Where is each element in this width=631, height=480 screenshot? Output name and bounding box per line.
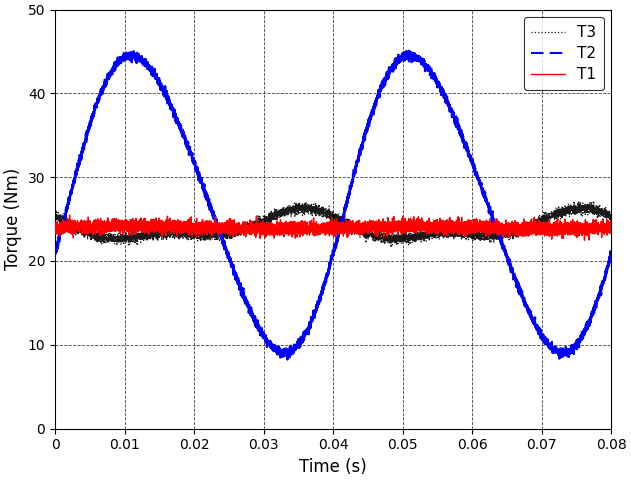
- T1: [80, 224, 87, 230]
- T2: [284, 357, 292, 362]
- X-axis label: Time (s): Time (s): [299, 458, 367, 476]
- T1: [51, 223, 59, 229]
- Legend: T3, T2, T1: T3, T2, T1: [524, 17, 604, 90]
- T3: [380, 236, 388, 241]
- Line: T2: T2: [55, 50, 611, 360]
- T1: [608, 218, 615, 224]
- T2: [51, 247, 59, 252]
- T2: [608, 249, 615, 255]
- Line: T3: T3: [55, 202, 611, 248]
- T1: [66, 212, 73, 218]
- T3: [493, 234, 501, 240]
- T1: [405, 227, 413, 233]
- T1: [253, 220, 261, 226]
- T2: [464, 149, 471, 155]
- T1: [581, 238, 588, 243]
- T2: [380, 75, 388, 81]
- T3: [464, 236, 471, 241]
- T2: [493, 228, 501, 234]
- T1: [464, 227, 471, 232]
- T3: [608, 220, 615, 226]
- T3: [51, 213, 59, 219]
- Line: T1: T1: [55, 215, 611, 240]
- T1: [493, 231, 501, 237]
- T1: [380, 223, 388, 228]
- Y-axis label: Torque (Nm): Torque (Nm): [4, 168, 22, 270]
- T2: [80, 148, 87, 154]
- T2: [253, 324, 261, 330]
- T3: [253, 225, 261, 231]
- T3: [387, 245, 395, 251]
- T3: [589, 199, 597, 205]
- T2: [406, 48, 413, 53]
- T3: [405, 231, 413, 237]
- T2: [405, 50, 413, 56]
- T3: [80, 230, 87, 236]
